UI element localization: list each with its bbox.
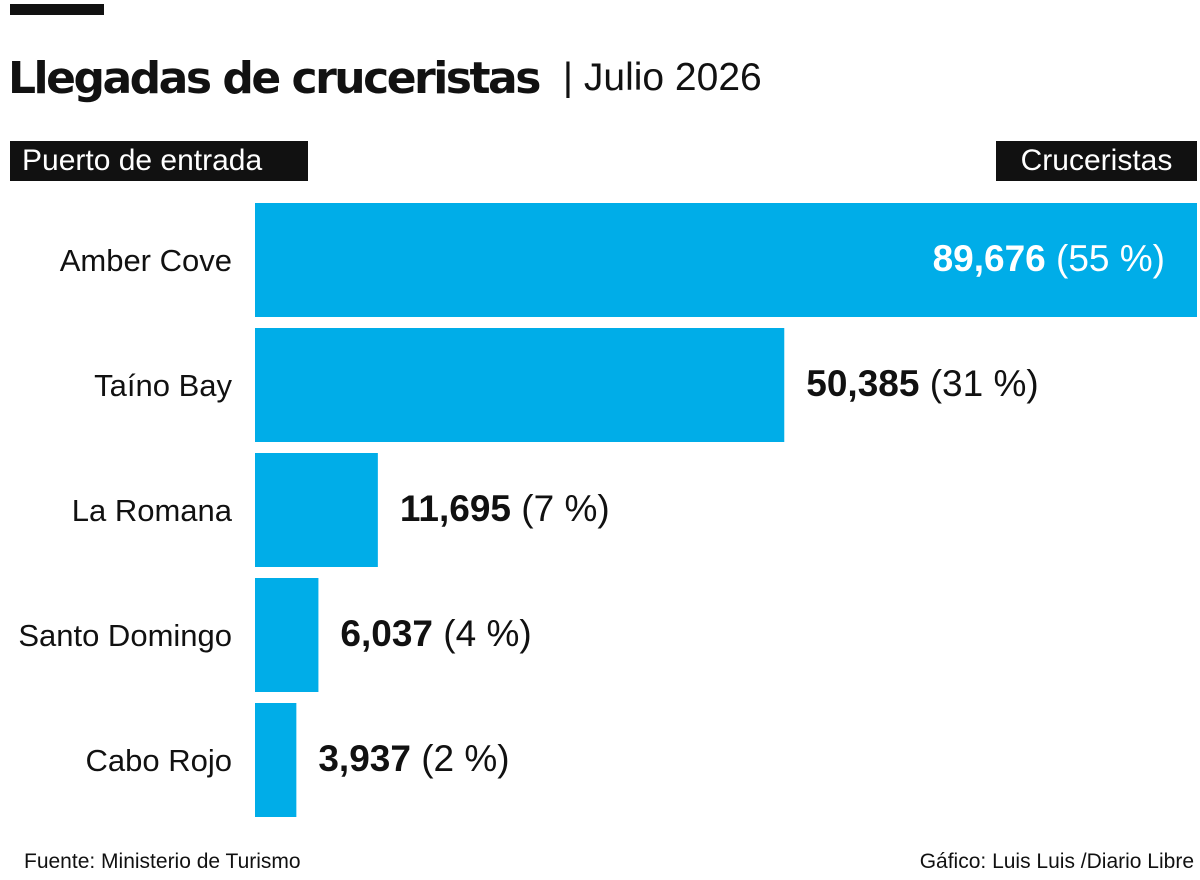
title-accent-rule <box>10 4 104 15</box>
value-label: 3,937 (2 %) <box>318 738 509 779</box>
bar <box>255 203 1197 317</box>
category-column-header: Puerto de entrada <box>10 141 308 181</box>
value-label: 89,676 (55 %) <box>933 238 1165 279</box>
bar <box>255 453 378 567</box>
bar <box>255 703 297 817</box>
value-label: 50,385 (31 %) <box>806 363 1038 404</box>
value-percent: (4 %) <box>433 613 532 654</box>
value-number: 3,937 <box>318 738 411 779</box>
category-label: La Romana <box>72 493 233 528</box>
source-note: Fuente: Ministerio de Turismo <box>24 850 301 873</box>
bar <box>255 578 319 692</box>
value-number: 50,385 <box>806 363 919 404</box>
value-percent: (7 %) <box>511 488 610 529</box>
value-number: 6,037 <box>340 613 433 654</box>
value-label: 11,695 (7 %) <box>400 488 610 529</box>
bar <box>255 328 785 442</box>
chart-title: Llegadas de cruceristas <box>8 52 541 104</box>
category-label: Taíno Bay <box>94 368 232 403</box>
chart-subtitle: | Julio 2026 <box>562 56 762 99</box>
value-percent: (2 %) <box>411 738 510 779</box>
value-percent: (31 %) <box>919 363 1038 404</box>
value-number: 89,676 <box>933 238 1046 279</box>
credit-note: Gáfico: Luis Luis /Diario Libre <box>919 850 1194 873</box>
title-row: Llegadas de cruceristas | Julio 2026 <box>8 48 762 108</box>
category-label: Cabo Rojo <box>86 743 232 778</box>
value-column-header: Cruceristas <box>996 141 1197 181</box>
value-number: 11,695 <box>400 488 511 529</box>
value-percent: (55 %) <box>1046 238 1165 279</box>
value-label: 6,037 (4 %) <box>340 613 531 654</box>
category-label: Santo Domingo <box>18 618 232 653</box>
category-label: Amber Cove <box>60 243 232 278</box>
